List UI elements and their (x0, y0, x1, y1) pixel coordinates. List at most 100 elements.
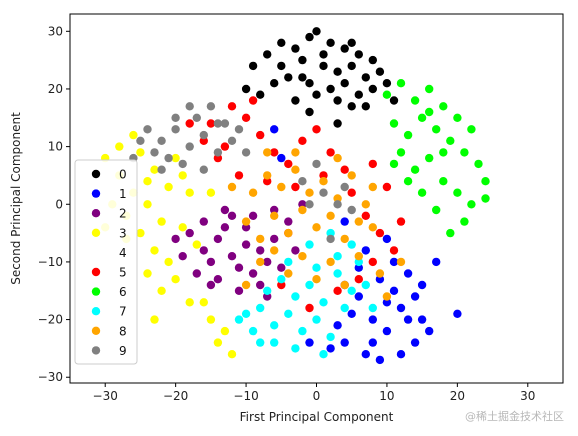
point-class-3 (178, 171, 187, 180)
point-class-6 (474, 159, 483, 169)
point-class-9 (171, 113, 180, 123)
point-class-9 (298, 177, 307, 186)
point-class-3 (199, 298, 208, 307)
point-class-8 (347, 171, 356, 180)
point-class-6 (439, 177, 448, 186)
point-class-9 (136, 136, 145, 145)
point-class-3 (206, 315, 216, 324)
point-class-0 (291, 96, 300, 105)
point-class-7 (326, 228, 335, 238)
point-class-8 (312, 223, 321, 232)
point-class-2 (291, 246, 300, 255)
point-class-1 (347, 309, 356, 318)
point-class-9 (185, 142, 194, 151)
point-class-0 (340, 79, 349, 88)
point-class-2 (171, 234, 180, 244)
point-class-8 (227, 182, 237, 192)
point-class-7 (340, 303, 349, 313)
y-tick-label: 10 (48, 140, 63, 154)
point-class-3 (220, 326, 230, 336)
point-class-3 (143, 269, 152, 278)
point-class-0 (256, 90, 265, 99)
point-class-8 (263, 148, 272, 157)
point-class-3 (171, 275, 180, 284)
x-tick-label: −10 (233, 389, 258, 403)
point-class-5 (354, 275, 363, 284)
point-class-0 (305, 79, 314, 88)
point-class-5 (248, 96, 258, 105)
point-class-1 (410, 338, 420, 347)
point-class-3 (157, 286, 166, 295)
legend-marker-0 (91, 169, 101, 179)
point-class-1 (382, 326, 392, 336)
point-class-8 (270, 246, 279, 255)
legend-marker-2 (91, 209, 101, 218)
point-class-0 (305, 32, 314, 42)
point-class-0 (375, 67, 385, 76)
point-class-1 (361, 350, 370, 359)
point-class-6 (467, 125, 476, 134)
point-class-6 (382, 90, 392, 99)
point-class-2 (213, 275, 223, 284)
legend-label-1: 1 (119, 187, 127, 201)
point-class-2 (185, 228, 194, 238)
watermark-text: @稀土掘金技术社区 (465, 409, 564, 423)
point-class-6 (432, 205, 441, 215)
point-class-7 (284, 257, 293, 267)
point-class-0 (312, 27, 321, 36)
point-class-0 (361, 102, 370, 111)
legend-marker-9 (91, 346, 101, 355)
point-class-7 (241, 309, 251, 318)
point-class-5 (340, 165, 349, 174)
point-class-8 (382, 292, 392, 301)
point-class-5 (256, 130, 265, 140)
point-class-9 (206, 102, 216, 111)
point-class-1 (354, 292, 363, 301)
point-class-5 (389, 246, 399, 255)
point-class-1 (340, 217, 349, 226)
point-class-9 (143, 125, 152, 134)
point-class-0 (368, 84, 377, 94)
point-class-0 (340, 44, 349, 53)
point-class-7 (305, 280, 314, 290)
point-class-5 (368, 257, 377, 267)
point-class-3 (185, 188, 194, 197)
point-class-7 (333, 252, 342, 261)
point-class-1 (270, 125, 279, 134)
point-class-0 (326, 84, 335, 94)
point-class-5 (241, 113, 251, 123)
point-class-1 (432, 257, 441, 267)
point-class-5 (375, 228, 385, 238)
point-class-2 (234, 286, 244, 295)
point-class-9 (157, 165, 166, 174)
point-class-2 (213, 234, 223, 244)
point-class-3 (164, 182, 173, 192)
point-class-6 (396, 148, 406, 157)
point-class-8 (241, 280, 251, 290)
y-tick-label: −10 (38, 255, 63, 269)
point-class-5 (312, 125, 321, 134)
point-class-5 (382, 182, 392, 192)
point-class-0 (277, 61, 286, 71)
point-class-1 (425, 326, 434, 336)
point-class-7 (263, 286, 272, 295)
point-class-0 (354, 90, 363, 99)
point-class-7 (319, 350, 328, 359)
point-class-0 (263, 50, 272, 59)
point-class-6 (439, 148, 448, 157)
point-class-8 (248, 188, 258, 197)
legend-label-9: 9 (119, 344, 127, 358)
point-class-3 (171, 153, 180, 163)
x-tick-label: −30 (93, 389, 118, 403)
point-class-8 (256, 257, 265, 267)
point-class-8 (291, 148, 300, 157)
point-class-8 (340, 280, 349, 290)
legend-marker-8 (91, 326, 101, 335)
point-class-0 (326, 38, 335, 47)
point-class-8 (298, 252, 307, 261)
point-class-6 (425, 84, 434, 94)
point-class-9 (213, 119, 223, 128)
x-tick-label: 0 (313, 389, 321, 403)
point-class-3 (164, 257, 173, 267)
point-class-1 (277, 153, 286, 163)
